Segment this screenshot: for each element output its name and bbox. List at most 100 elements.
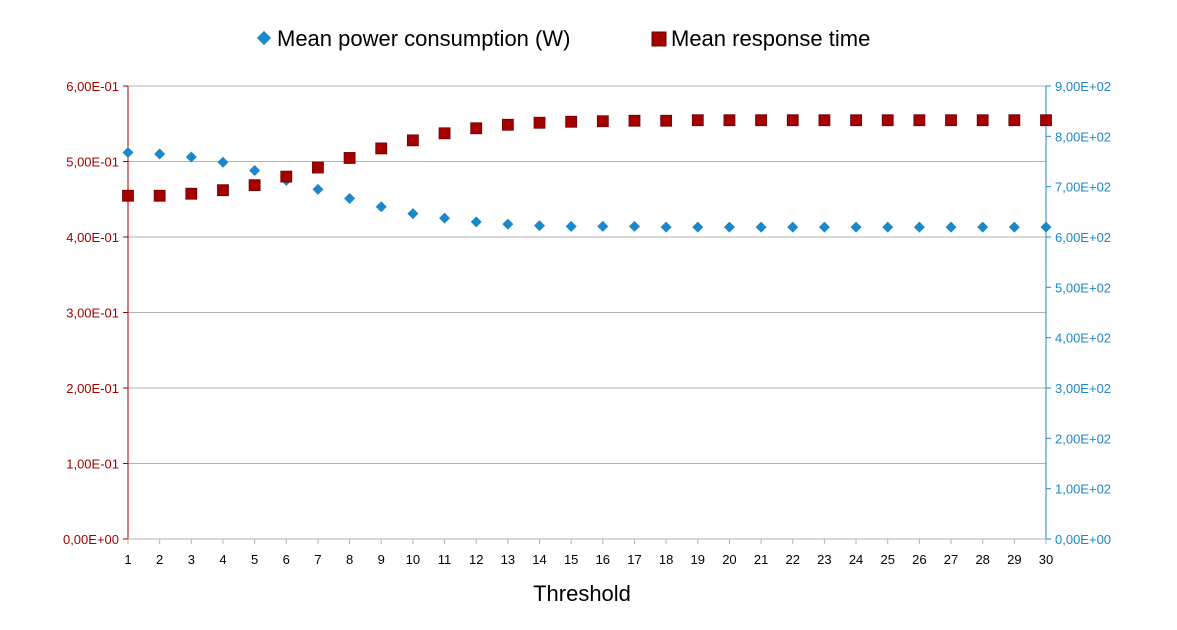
diamond-point — [692, 221, 704, 233]
left-tick-label: 3,00E-01 — [66, 306, 119, 321]
diamond-point — [977, 221, 989, 233]
x-tick-label: 26 — [912, 552, 926, 567]
diamond-point — [534, 220, 546, 232]
right-tick-label: 4,00E+02 — [1055, 331, 1111, 346]
x-tick-label: 29 — [1007, 552, 1021, 567]
diamond-point — [344, 192, 356, 204]
right-tick-label: 0,00E+00 — [1055, 532, 1111, 547]
left-tick-label: 5,00E-01 — [66, 155, 119, 170]
x-tick-label: 13 — [501, 552, 515, 567]
left-tick-label: 4,00E-01 — [66, 230, 119, 245]
diamond-point — [597, 220, 609, 232]
square-point — [406, 134, 419, 147]
square-point — [723, 114, 736, 127]
x-tick-label: 14 — [532, 552, 546, 567]
square-point — [185, 187, 198, 200]
diamond-point — [945, 221, 957, 233]
right-tick-label: 9,00E+02 — [1055, 79, 1111, 94]
x-tick-label: 23 — [817, 552, 831, 567]
diamond-point — [1008, 221, 1020, 233]
square-point — [312, 161, 324, 174]
square-point — [976, 114, 989, 127]
right-tick-label: 6,00E+02 — [1055, 230, 1111, 245]
x-tick-label: 3 — [188, 552, 195, 567]
square-point — [153, 189, 166, 202]
square-point — [375, 142, 388, 155]
left-tick-label: 1,00E-01 — [66, 457, 119, 472]
right-tick-label: 8,00E+02 — [1055, 129, 1111, 144]
square-point — [565, 115, 578, 128]
diamond-point — [913, 221, 925, 233]
legend-item-response: Mean response time — [651, 26, 870, 51]
diamond-point — [249, 165, 261, 177]
square-point — [1040, 114, 1052, 127]
square-point — [501, 118, 514, 131]
square-point — [533, 116, 546, 129]
diamond-point — [1040, 221, 1052, 233]
diamond-point — [850, 221, 862, 233]
diamond-point — [439, 212, 451, 224]
diamond-point — [565, 220, 577, 232]
right-tick-label: 3,00E+02 — [1055, 381, 1111, 396]
x-axis-label: Threshold — [533, 581, 631, 606]
series-response-time — [122, 114, 1052, 202]
diamond-marker-icon — [256, 30, 272, 46]
diamond-point — [818, 221, 830, 233]
diamond-point — [628, 220, 640, 232]
x-tick-label: 2 — [156, 552, 163, 567]
square-point — [596, 115, 609, 128]
diamond-point — [122, 146, 134, 158]
x-tick-labels: 1 2 3 4 5 6 7 8 9 10 11 12 13 14 15 16 17 18 19 20 21 22 23 24 2… — [124, 539, 1053, 567]
x-tick-label: 10 — [406, 552, 420, 567]
diamond-point — [375, 201, 387, 213]
diamond-point — [660, 221, 672, 233]
square-point — [691, 114, 704, 127]
diamond-point — [217, 156, 229, 168]
square-point — [913, 114, 926, 127]
square-point — [755, 114, 768, 127]
square-point — [248, 179, 261, 192]
diamond-point — [882, 221, 894, 233]
right-tick-label: 7,00E+02 — [1055, 180, 1111, 195]
square-point — [850, 114, 862, 127]
x-tick-label: 22 — [786, 552, 800, 567]
gridlines — [128, 85, 1046, 464]
x-tick-label: 24 — [849, 552, 863, 567]
square-point — [343, 152, 356, 164]
x-tick-label: 30 — [1039, 552, 1053, 567]
square-point — [881, 114, 894, 127]
square-point — [470, 122, 483, 135]
x-tick-label: 18 — [659, 552, 673, 567]
x-tick-label: 12 — [469, 552, 483, 567]
square-point — [217, 184, 229, 197]
square-point — [786, 114, 799, 127]
x-tick-label: 6 — [283, 552, 290, 567]
x-tick-label: 21 — [754, 552, 768, 567]
diamond-point — [312, 183, 324, 195]
x-tick-label: 7 — [314, 552, 321, 567]
square-point — [122, 189, 134, 202]
x-tick-label: 11 — [438, 552, 452, 567]
x-tick-label: 17 — [627, 552, 641, 567]
x-tick-label: 16 — [596, 552, 610, 567]
right-y-tick-labels: 0,00E+00 1,00E+02 2,00E+02 3,00E+02 4,00E+02… — [1046, 79, 1111, 547]
x-tick-label: 20 — [722, 552, 736, 567]
diamond-point — [723, 221, 735, 233]
left-tick-label: 6,00E-01 — [66, 79, 119, 94]
diamond-point — [470, 216, 482, 228]
x-tick-label: 19 — [691, 552, 705, 567]
square-point — [818, 114, 831, 127]
square-marker-icon — [651, 31, 667, 47]
square-point — [1008, 114, 1021, 127]
legend-label-response: Mean response time — [671, 26, 870, 51]
square-point — [628, 114, 641, 127]
x-tick-label: 15 — [564, 552, 578, 567]
left-tick-label: 2,00E-01 — [66, 381, 119, 396]
square-point — [438, 127, 451, 140]
square-point — [945, 114, 957, 127]
diamond-point — [185, 151, 197, 163]
x-tick-label: 8 — [346, 552, 353, 567]
legend-item-power: Mean power consumption (W) — [256, 26, 570, 51]
series-layer — [122, 114, 1052, 233]
